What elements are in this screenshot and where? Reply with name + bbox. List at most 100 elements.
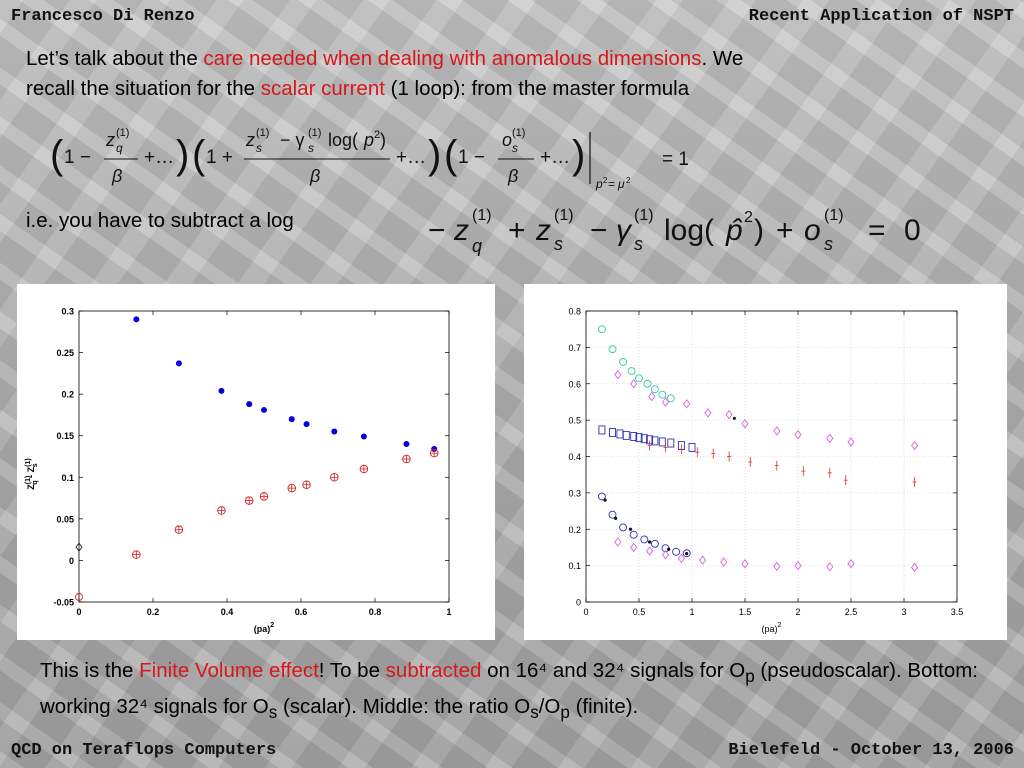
x-tick-label: 0.8 <box>369 607 382 617</box>
data-point <box>303 421 310 428</box>
data-point <box>630 542 638 553</box>
caption-sub-s: s <box>268 703 278 723</box>
caption-sub-p2: p <box>560 703 570 723</box>
svg-text:2: 2 <box>744 209 753 226</box>
data-point <box>628 527 633 531</box>
svg-text:log(: log( <box>328 130 358 150</box>
y-tick-label: -0.05 <box>53 598 74 608</box>
svg-text:): ) <box>428 133 441 177</box>
x-tick-label: 1 <box>446 607 451 617</box>
data-point <box>748 456 753 467</box>
data-point <box>685 552 689 556</box>
svg-text:(: ( <box>50 133 64 177</box>
data-point <box>627 367 636 375</box>
y-tick-label: 0.3 <box>61 307 74 317</box>
data-point <box>630 432 638 441</box>
data-point <box>330 473 339 482</box>
data-point <box>244 496 254 505</box>
y-tick-label: 0.1 <box>568 561 581 571</box>
data-point <box>720 557 728 567</box>
svg-text:2: 2 <box>603 176 608 185</box>
svg-text:=: = <box>868 214 886 247</box>
svg-text:2: 2 <box>374 129 380 141</box>
y-tick-label: 0.1 <box>61 473 74 483</box>
data-point <box>619 357 628 366</box>
data-point <box>302 480 311 490</box>
data-point <box>843 475 848 486</box>
svg-text:+: + <box>776 214 794 247</box>
caption-mid-1: ! To be <box>318 659 386 682</box>
data-point <box>650 385 659 394</box>
svg-text:q: q <box>116 141 123 155</box>
svg-text:): ) <box>380 130 386 150</box>
svg-text:(1): (1) <box>512 127 525 139</box>
series <box>75 593 83 601</box>
data-point <box>640 434 648 444</box>
data-point <box>218 387 225 394</box>
svg-text:): ) <box>754 214 764 247</box>
data-point <box>614 516 618 520</box>
svg-text:p̂: p̂ <box>725 214 743 247</box>
intro-text-2: recall the situation for the <box>26 77 261 100</box>
caption-sub-s2: s <box>530 703 539 723</box>
data-point <box>175 360 182 367</box>
data-point <box>699 555 707 565</box>
caption-sub-p: p <box>745 667 755 687</box>
data-point <box>679 444 684 455</box>
svg-text:−: − <box>428 214 446 247</box>
svg-text:(1): (1) <box>472 207 492 224</box>
svg-text:): ) <box>572 133 585 177</box>
svg-text:− γ: − γ <box>280 130 305 150</box>
y-tick-label: 0.4 <box>568 452 581 462</box>
y-tick-label: 0.8 <box>568 307 581 317</box>
series <box>133 316 438 453</box>
svg-text:γ: γ <box>616 214 633 247</box>
data-point <box>259 492 269 501</box>
data-point <box>741 419 749 429</box>
data-point <box>682 549 691 558</box>
data-point <box>287 483 297 493</box>
svg-text:z: z <box>453 214 469 247</box>
svg-text:β: β <box>111 166 122 186</box>
svg-text:+: + <box>508 214 526 247</box>
y-tick-label: 0 <box>69 556 74 566</box>
data-point <box>608 510 617 519</box>
chart-series <box>75 316 439 601</box>
data-point <box>360 433 367 440</box>
data-point <box>794 560 802 571</box>
series <box>598 425 696 452</box>
svg-text:(1): (1) <box>308 127 321 139</box>
caption: This is the Finite Volume effect! To be … <box>40 656 1000 728</box>
intro-text-1-end: . We <box>701 47 744 70</box>
x-tick-label: 0.5 <box>633 607 646 617</box>
svg-text:2: 2 <box>626 176 631 185</box>
series <box>75 542 83 552</box>
y-tick-label: 0.7 <box>568 343 581 353</box>
intro-paragraph: Let’s talk about the care needed when de… <box>26 44 1006 104</box>
data-point <box>635 374 643 383</box>
svg-text:s: s <box>554 234 563 254</box>
data-point <box>774 460 779 471</box>
chart-series <box>597 325 919 573</box>
data-point <box>704 408 712 418</box>
caption-highlight-2: subtracted <box>385 659 482 682</box>
svg-text:o: o <box>804 214 821 247</box>
svg-text:β: β <box>309 166 320 186</box>
svg-text:log(: log( <box>664 214 714 247</box>
data-point <box>827 467 832 478</box>
data-point <box>794 429 802 440</box>
intro-highlight-1: care needed when dealing with anomalous … <box>203 47 702 70</box>
data-point <box>597 492 606 501</box>
caption-mid-3: (pseudoscalar). Bottom: working 32⁴ sign… <box>40 659 979 719</box>
data-point <box>217 506 226 515</box>
data-point <box>261 406 267 413</box>
data-point <box>667 438 675 448</box>
y-tick-label: 0 <box>576 598 581 608</box>
data-point <box>658 390 667 399</box>
data-point <box>75 593 83 601</box>
svg-text:s: s <box>512 141 518 155</box>
master-formula-svg: ( 1 − z q(1) β +… ) ( 1 + z s(1) − γ s(1) l… <box>50 127 689 191</box>
x-tick-label: 0.6 <box>295 607 308 617</box>
svg-text:z: z <box>245 130 255 150</box>
x-tick-label: 2.5 <box>845 607 858 617</box>
